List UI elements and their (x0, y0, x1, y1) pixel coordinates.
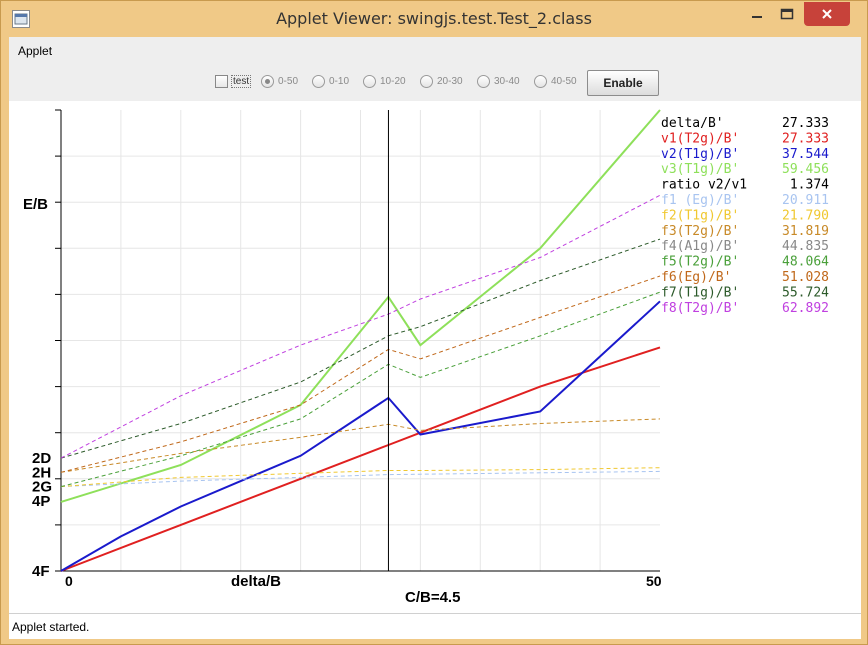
radio-range-0-50[interactable] (261, 75, 274, 88)
readout-value: 59.456 (782, 162, 829, 177)
chart-subtitle: C/B=4.5 (405, 589, 460, 606)
radio-label-20-30[interactable]: 20-30 (437, 76, 463, 87)
term-label: 2D (32, 450, 51, 467)
close-icon (822, 9, 832, 19)
readout-label: f7(T1g)/B' (661, 285, 739, 300)
readout-value: 44.835 (782, 239, 829, 254)
title-bar[interactable]: Applet Viewer: swingjs.test.Test_2.class (1, 1, 867, 37)
minimize-button[interactable] (743, 2, 771, 26)
status-text: Applet started. (12, 620, 90, 634)
menu-applet[interactable]: Applet (18, 44, 53, 58)
java-app-icon[interactable] (12, 10, 30, 28)
test-checkbox-label[interactable]: test (231, 75, 252, 88)
term-label: 4P (32, 493, 50, 510)
readout-label: delta/B' (661, 116, 724, 131)
term-label: 4F (32, 563, 50, 580)
series-line-4 (60, 470, 661, 488)
radio-range-10-20[interactable] (363, 75, 376, 88)
controls-bar: test 0-50 0-10 10-20 20-30 30-40 40-50 E… (9, 63, 861, 101)
plot-area[interactable]: 2D 2H 2G 4P 4F E/B 0 50 delta/B C/B=4.5 delta/B' 27… (9, 101, 861, 613)
series-line-5 (60, 467, 661, 488)
readout-value: 51.028 (782, 270, 829, 285)
radio-label-40-50[interactable]: 40-50 (551, 76, 577, 87)
radio-label-0-10[interactable]: 0-10 (329, 76, 350, 87)
readout-value: 21.790 (782, 208, 829, 223)
readout-label: ratio v2/v1 (661, 178, 747, 193)
readout-label: v1(T2g)/B' (661, 131, 739, 146)
applet-panel: test 0-50 0-10 10-20 20-30 30-40 40-50 E… (9, 63, 861, 613)
x-tick-label: 50 (646, 573, 662, 589)
term-label: 2H (32, 464, 51, 481)
radio-range-20-30[interactable] (420, 75, 433, 88)
x-tick-label: 0 (65, 573, 73, 589)
readout-value: 48.064 (782, 255, 829, 270)
readout-label: f3(T2g)/B' (661, 224, 739, 239)
radio-label-30-40[interactable]: 30-40 (494, 76, 520, 87)
radio-label-10-20[interactable]: 10-20 (380, 76, 406, 87)
readout-label: v2(T1g)/B' (661, 147, 739, 162)
readout-label: v3(T1g)/B' (661, 162, 739, 177)
enable-button[interactable]: Enable (587, 70, 659, 96)
menu-bar: Applet (9, 37, 861, 63)
minimize-icon (752, 16, 762, 18)
readout-value: 37.544 (782, 147, 829, 162)
readout-label: f2(T1g)/B' (661, 208, 739, 223)
radio-range-30-40[interactable] (477, 75, 490, 88)
term-label: 2G (32, 479, 52, 496)
test-checkbox[interactable] (215, 75, 228, 88)
series-line-2 (60, 300, 661, 572)
readout-value: 27.333 (782, 131, 829, 146)
readout-label: f4(A1g)/B' (661, 239, 739, 254)
readout-value: 27.333 (782, 116, 829, 131)
client-area: Applet test 0-50 0-10 10-20 20-30 30-40 … (9, 37, 861, 639)
radio-range-0-10[interactable] (312, 75, 325, 88)
y-axis-label: E/B (23, 196, 48, 213)
readout-value: 31.819 (782, 224, 829, 239)
readout-value: 62.892 (782, 301, 829, 316)
readout-value: 20.911 (782, 193, 829, 208)
x-axis-label: delta/B (231, 573, 281, 590)
window-title: Applet Viewer: swingjs.test.Test_2.class (276, 9, 592, 28)
readout-label: f8(T2g)/B' (661, 301, 739, 316)
status-bar: Applet started. (9, 613, 861, 639)
readout-label: f5(T2g)/B' (661, 255, 739, 270)
readout-label: f6(Eg)/B' (661, 270, 731, 285)
maximize-button[interactable] (773, 2, 801, 26)
radio-label-0-50[interactable]: 0-50 (278, 76, 299, 87)
close-button[interactable] (804, 2, 850, 26)
readout-value: 1.374 (790, 178, 829, 193)
readout-value: 55.724 (782, 285, 829, 300)
readout-label: f1 (Eg)/B' (661, 193, 739, 208)
radio-range-40-50[interactable] (534, 75, 547, 88)
